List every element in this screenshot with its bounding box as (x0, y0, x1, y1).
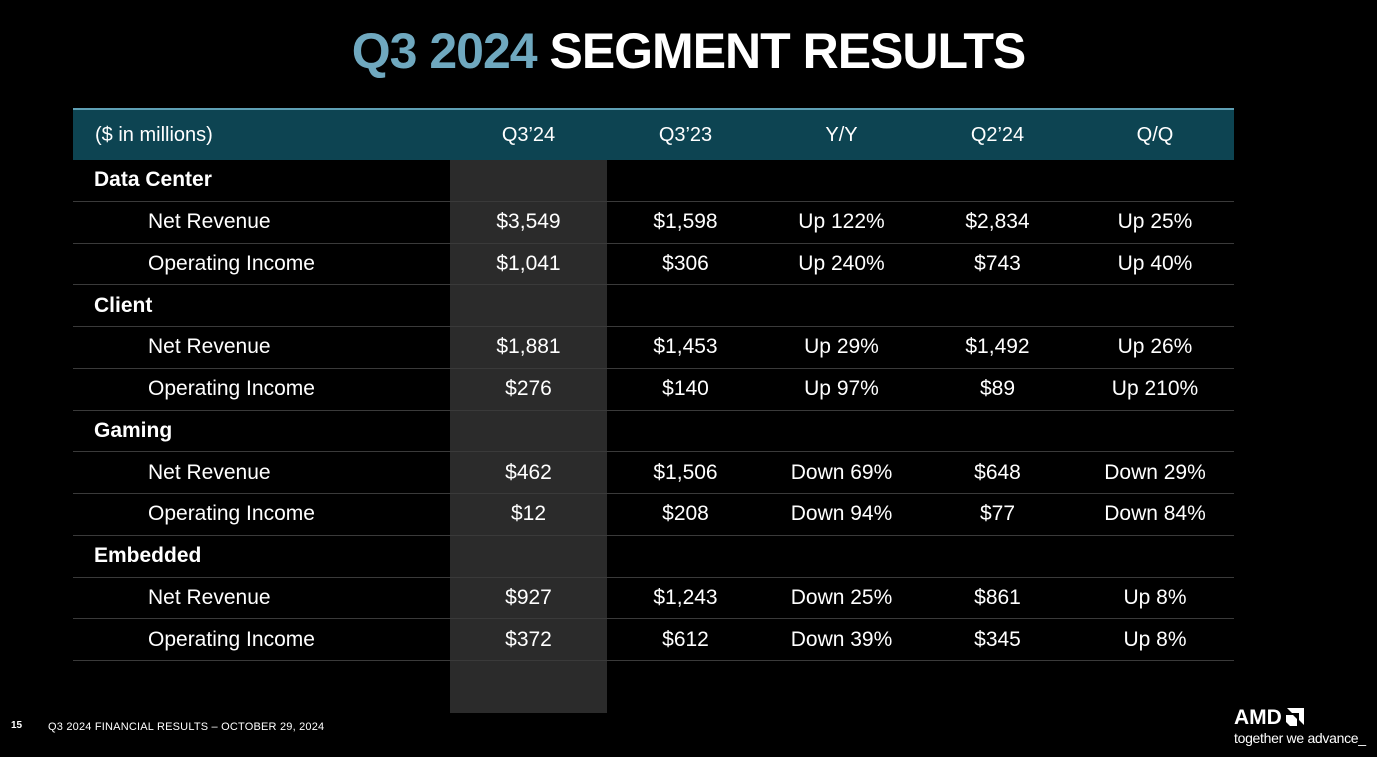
segment-group-row: Gaming (73, 411, 1234, 453)
title-highlight: Q3 2024 (351, 23, 538, 79)
cell-q3-23: $140 (662, 377, 709, 401)
amd-arrow-logo-icon (1285, 708, 1304, 726)
cell-label: Net Revenue (148, 210, 271, 234)
cell-label: Operating Income (148, 377, 315, 401)
table-row: Net Revenue $462 $1,506 Down 69% $648 Down 29… (73, 452, 1234, 494)
cell-yy: Down 39% (790, 627, 893, 651)
table-row: Net Revenue $1,881 $1,453 Up 29% $1,492 Up 26… (73, 327, 1234, 369)
cell-q2-24: $1,492 (965, 335, 1030, 359)
cell-label: Operating Income (148, 502, 315, 526)
cell-label: Net Revenue (148, 335, 271, 359)
segment-group-row: Data Center (73, 160, 1234, 202)
cell-label: Net Revenue (148, 585, 271, 609)
segment-results-table: ($ in millions) Q3’24 Q3’23 Y/Y Q2’24 Q/… (73, 108, 1234, 713)
cell-q3-23: $1,506 (653, 460, 718, 484)
cell-yy: Down 69% (790, 460, 893, 484)
cell-qq: Up 40% (1117, 251, 1193, 275)
cell-label: Gaming (94, 418, 173, 442)
cell-q3-24: $372 (505, 627, 552, 651)
cell-q3-23: $1,243 (653, 585, 718, 609)
title-rest: SEGMENT RESULTS (549, 23, 1026, 79)
header-cell-qq: Q/Q (1136, 123, 1174, 146)
current-quarter-highlight-column (450, 160, 607, 713)
segment-group-row: Client (73, 285, 1234, 327)
cell-label: Operating Income (148, 627, 315, 651)
page-number: 15 (11, 720, 23, 731)
footer-text: Q3 2024 FINANCIAL RESULTS – OCTOBER 29, … (48, 721, 325, 733)
table-row: Operating Income $1,041 $306 Up 240% $743 Up … (73, 244, 1234, 286)
cell-q3-24: $12 (510, 502, 547, 526)
cell-q3-23: $306 (662, 251, 709, 275)
cell-q3-24: $3,549 (496, 210, 561, 234)
header-cell-q2-24: Q2’24 (970, 123, 1025, 146)
cell-q3-23: $208 (662, 502, 709, 526)
segment-group-row: Embedded (73, 536, 1234, 578)
cell-label: Client (94, 293, 153, 317)
cell-qq: Up 26% (1117, 335, 1193, 359)
header-cell-q3-24: Q3’24 (501, 123, 556, 146)
cell-q2-24: $648 (974, 460, 1021, 484)
header-cell-yy: Y/Y (825, 123, 858, 146)
cell-qq: Up 8% (1123, 627, 1187, 651)
header-cell-q3-23: Q3’23 (658, 123, 713, 146)
cell-yy: Down 25% (790, 585, 893, 609)
header-cell-label: ($ in millions) (95, 123, 213, 146)
table-row: Net Revenue $3,549 $1,598 Up 122% $2,834 Up 2… (73, 202, 1234, 244)
cell-q3-23: $1,598 (653, 210, 718, 234)
cell-q3-23: $1,453 (653, 335, 718, 359)
table-row: Operating Income $12 $208 Down 94% $77 Down 8… (73, 494, 1234, 536)
cell-yy: Up 97% (804, 377, 879, 401)
table-row: Operating Income $372 $612 Down 39% $345 Up 8… (73, 619, 1234, 661)
cell-qq: Down 29% (1104, 460, 1206, 484)
cell-q3-24: $1,881 (496, 335, 561, 359)
cell-q2-24: $2,834 (965, 210, 1030, 234)
cell-qq: Down 84% (1104, 502, 1206, 526)
logo-word: AMD (1234, 706, 1282, 729)
cell-q3-23: $612 (662, 627, 709, 651)
table-row: Net Revenue $927 $1,243 Down 25% $861 Up 8% (73, 578, 1234, 620)
amd-logo: AMD together we advance_ (1234, 706, 1374, 746)
cell-q2-24: $89 (979, 377, 1016, 401)
table-header-row: ($ in millions) Q3’24 Q3’23 Y/Y Q2’24 Q/… (73, 108, 1234, 160)
tagline: together we advance_ (1234, 730, 1366, 746)
table-row: Operating Income $276 $140 Up 97% $89 Up 210% (73, 369, 1234, 411)
cell-label: Operating Income (148, 251, 315, 275)
cell-label: Data Center (94, 168, 212, 192)
cell-yy: Up 122% (798, 210, 885, 234)
cell-qq: Up 8% (1123, 585, 1187, 609)
cell-label: Embedded (94, 544, 202, 568)
cell-q2-24: $345 (974, 627, 1021, 651)
cell-qq: Up 210% (1111, 377, 1199, 401)
cell-q2-24: $861 (974, 585, 1021, 609)
cell-q3-24: $1,041 (496, 251, 561, 275)
cell-q3-24: $462 (505, 460, 552, 484)
page-title: Q3 2024 SEGMENT RESULTS (0, 22, 1377, 80)
cell-q2-24: $743 (974, 251, 1021, 275)
cell-yy: Up 240% (798, 251, 885, 275)
cell-label: Net Revenue (148, 460, 271, 484)
cell-q3-24: $927 (505, 585, 552, 609)
cell-qq: Up 25% (1117, 210, 1193, 234)
cell-yy: Up 29% (804, 335, 879, 359)
cell-q2-24: $77 (979, 502, 1016, 526)
cell-q3-24: $276 (505, 377, 552, 401)
cell-yy: Down 94% (790, 502, 893, 526)
